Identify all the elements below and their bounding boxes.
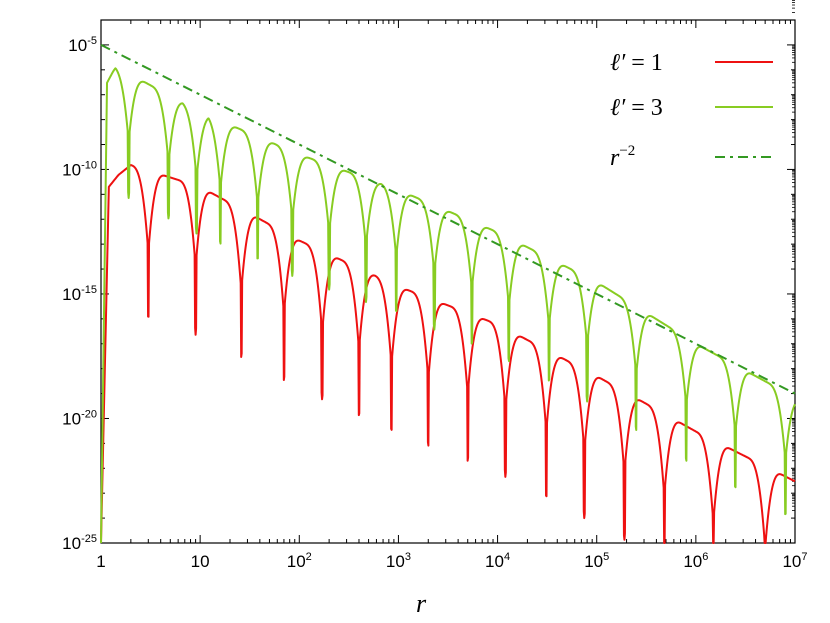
plot-frame [100,19,796,544]
series-3-line [100,44,796,395]
x-tick-label: 106 [683,551,708,571]
y-tick-label: 10-5 [68,35,97,55]
y-tick-label: 10-20 [62,408,97,428]
x-axis-label: r [416,589,427,618]
tick-labels: 1 10 102 103 104 105 106 107 10-5 10-10 10-15 10-20… [62,35,807,571]
y-tick-label: 10-15 [62,284,97,304]
y-tick-label: 10-10 [62,159,97,179]
x-tick-label: 105 [584,551,609,571]
x-tick-label: 1 [96,552,105,571]
y-tick-label: 10-25 [62,533,97,553]
series-layer [100,44,796,544]
x-tick-label: 10 [191,552,210,571]
legend: ℓ′ = 1 ℓ′ = 3 r−2 [610,50,773,171]
series-1-line [100,164,796,544]
legend-label: ℓ′ = 1 [610,50,663,76]
axis-ticks [100,0,796,544]
legend-label: ℓ′ = 3 [610,95,663,121]
x-tick-label: 104 [485,551,510,571]
series-2-line [100,67,796,544]
legend-label: r−2 [610,143,635,171]
x-tick-label: 107 [782,551,807,571]
x-tick-label: 102 [287,551,312,571]
x-tick-label: 103 [386,551,411,571]
